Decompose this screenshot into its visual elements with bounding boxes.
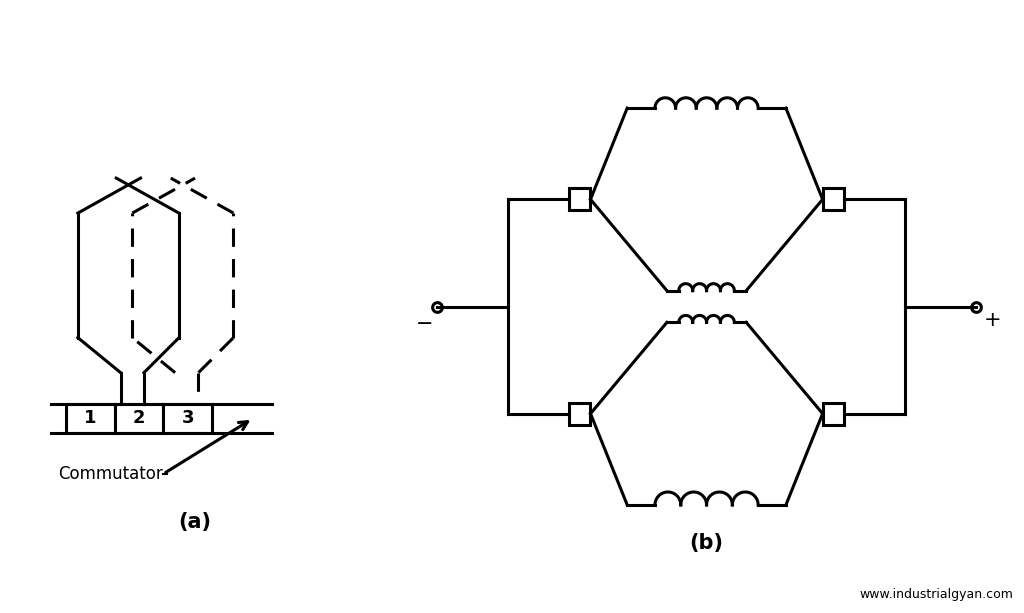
Text: Commutator: Commutator <box>58 465 163 483</box>
Text: 2: 2 <box>133 409 145 427</box>
Bar <box>115 404 164 433</box>
Text: 1: 1 <box>84 409 96 427</box>
Text: −: − <box>416 314 433 334</box>
Text: 3: 3 <box>181 409 194 427</box>
Bar <box>568 403 591 425</box>
Bar <box>822 188 845 210</box>
Text: www.industrialgyan.com: www.industrialgyan.com <box>860 588 1014 601</box>
Bar <box>67 404 115 433</box>
Bar <box>822 403 845 425</box>
Text: (a): (a) <box>178 512 211 532</box>
Bar <box>568 188 591 210</box>
Text: +: + <box>983 310 1001 330</box>
Bar <box>164 404 212 433</box>
Text: (b): (b) <box>689 533 724 552</box>
